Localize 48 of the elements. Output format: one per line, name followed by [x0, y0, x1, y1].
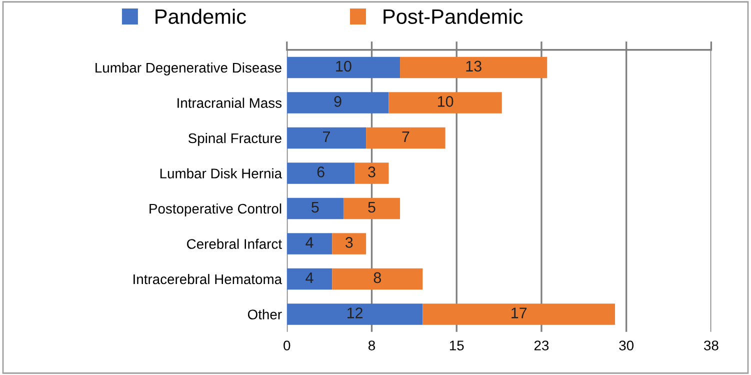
y-tick-label: Lumbar Degenerative Disease: [96, 62, 282, 76]
x-tick-label: 15: [450, 340, 464, 350]
y-tick-label: Other: [248, 309, 282, 320]
bar: [286, 268, 332, 290]
data-label: 5: [312, 202, 319, 213]
data-label: 5: [368, 202, 376, 213]
bar: [388, 92, 502, 114]
data-label: 9: [334, 96, 342, 107]
data-label: 8: [374, 272, 381, 284]
data-label: 3: [368, 166, 376, 178]
bar: [343, 198, 400, 220]
x-tick-label: 30: [619, 340, 634, 350]
bar: [332, 268, 423, 290]
data-label: 3: [345, 237, 353, 248]
bar: [286, 198, 344, 220]
y-tick-label: Intracranial Mass: [178, 98, 282, 108]
data-label: 10: [438, 96, 454, 107]
data-label: 13: [466, 60, 482, 72]
bar: [286, 56, 400, 78]
y-tick-label: Spinal Fracture: [188, 132, 282, 146]
legend-label: Pandemic: [156, 8, 246, 24]
bar: [366, 127, 446, 149]
bar: [332, 233, 366, 254]
y-tick-label: Intracerebral Hematoma: [134, 274, 282, 284]
y-tick-label: Cerebral Infarct: [187, 238, 282, 249]
bar: [286, 162, 355, 184]
data-label: 6: [317, 166, 324, 178]
data-label: 7: [323, 131, 330, 142]
x-tick-label: 38: [704, 340, 718, 350]
data-label: 10: [336, 60, 352, 72]
data-label: 4: [306, 272, 314, 283]
x-tick-label: 8: [368, 340, 376, 350]
bar: [286, 92, 389, 114]
data-label: 7: [402, 131, 410, 142]
bar: [400, 56, 548, 78]
data-label: 4: [306, 237, 314, 248]
bar: [354, 162, 389, 184]
y-tick-label: Postoperative Control: [150, 203, 282, 216]
bar: [286, 304, 423, 325]
data-label: 17: [512, 308, 527, 318]
bar: [286, 233, 332, 254]
data-label: 12: [347, 308, 363, 318]
x-tick-label: 23: [534, 340, 549, 350]
bar: [286, 127, 366, 149]
bar: [422, 304, 616, 325]
legend-label: Post-Pandemic: [384, 8, 523, 24]
x-tick-label: 0: [284, 340, 290, 350]
y-tick-label: Lumbar Disk Hernia: [160, 168, 282, 178]
